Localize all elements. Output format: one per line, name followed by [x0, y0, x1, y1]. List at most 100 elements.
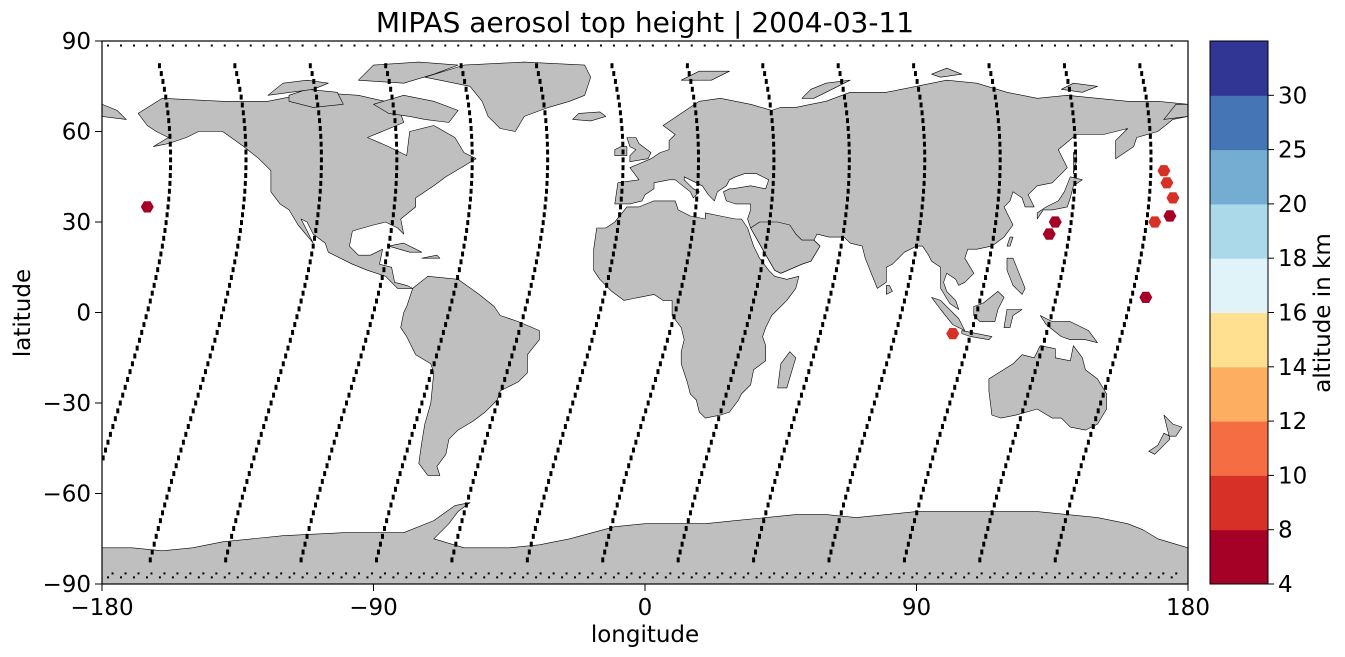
track-marker	[422, 392, 426, 398]
track-marker	[366, 44, 369, 47]
track-marker	[988, 518, 992, 524]
track-marker	[769, 204, 773, 210]
track-marker	[165, 494, 169, 500]
track-marker	[696, 165, 700, 171]
x-tick-label: 90	[902, 595, 931, 621]
track-marker	[978, 557, 982, 563]
track-marker	[829, 549, 833, 555]
track-marker	[372, 306, 376, 312]
track-marker	[604, 572, 607, 575]
track-marker	[1092, 44, 1095, 47]
track-marker	[846, 486, 850, 492]
track-marker	[772, 157, 776, 163]
track-marker	[275, 576, 278, 579]
track-marker	[166, 110, 170, 116]
track-marker	[761, 259, 765, 265]
track-marker	[665, 337, 669, 343]
track-marker	[526, 572, 529, 575]
track-marker	[244, 165, 248, 171]
track-marker	[234, 518, 238, 524]
track-marker	[651, 384, 655, 390]
track-marker	[1148, 133, 1152, 139]
track-marker	[707, 447, 711, 453]
track-marker	[963, 44, 966, 47]
track-marker	[812, 572, 815, 575]
y-tick-label: 0	[76, 301, 91, 327]
track-marker	[786, 572, 789, 575]
track-marker	[390, 94, 394, 100]
track-marker	[128, 369, 132, 375]
orbit-track	[676, 63, 776, 563]
track-marker	[996, 204, 1000, 210]
track-marker	[83, 518, 86, 523]
track-marker	[672, 314, 676, 320]
track-marker	[361, 345, 365, 351]
track-marker	[184, 44, 187, 47]
track-marker	[159, 71, 163, 77]
track-marker	[120, 44, 123, 47]
track-marker	[950, 392, 954, 398]
track-marker	[695, 188, 699, 194]
track-marker	[1110, 572, 1113, 575]
track-marker	[597, 314, 601, 320]
track-marker	[768, 102, 772, 108]
track-marker	[609, 525, 613, 531]
track-marker	[592, 329, 596, 335]
track-marker	[226, 549, 230, 555]
track-marker	[571, 400, 575, 406]
track-marker	[463, 235, 467, 241]
track-marker	[692, 94, 696, 100]
track-marker	[349, 384, 353, 390]
track-marker	[556, 447, 560, 453]
track-marker	[695, 125, 699, 131]
track-marker	[790, 424, 794, 430]
track-marker	[450, 298, 454, 304]
track-marker	[545, 125, 549, 131]
track-marker	[599, 576, 602, 579]
track-marker	[967, 337, 971, 343]
track-marker	[315, 220, 319, 226]
track-marker	[847, 173, 851, 179]
track-marker	[766, 86, 770, 92]
track-marker	[301, 549, 305, 555]
track-marker	[974, 314, 978, 320]
track-marker	[465, 227, 469, 233]
orbit-track	[299, 63, 399, 563]
track-marker	[470, 133, 474, 139]
track-marker	[859, 44, 862, 47]
track-marker	[370, 572, 373, 575]
track-marker	[1045, 329, 1049, 335]
track-marker	[521, 314, 525, 320]
track-marker	[651, 576, 654, 579]
colorbar: 4 8 10 12 14 16 18 20 25 30	[1209, 40, 1307, 598]
track-marker	[275, 44, 278, 47]
track-marker	[630, 572, 633, 575]
track-marker	[585, 353, 589, 359]
track-marker	[827, 557, 831, 563]
track-marker	[544, 118, 548, 124]
track-marker	[1053, 576, 1056, 579]
track-marker	[315, 94, 319, 100]
track-marker	[620, 125, 624, 131]
track-marker	[781, 44, 784, 47]
track-marker	[461, 572, 464, 575]
track-marker	[272, 392, 276, 398]
track-marker	[409, 572, 412, 575]
track-marker	[467, 212, 471, 218]
track-marker	[750, 306, 754, 312]
track-marker	[1063, 518, 1067, 524]
track-marker	[330, 447, 334, 453]
track-marker	[766, 227, 770, 233]
colorbar-segment	[1210, 41, 1268, 96]
track-marker	[439, 337, 443, 343]
land-greenland	[424, 61, 592, 132]
track-marker	[989, 71, 993, 77]
track-marker	[913, 71, 917, 77]
track-marker	[243, 486, 247, 492]
track-marker	[1032, 572, 1035, 575]
track-marker	[858, 447, 862, 453]
track-marker	[915, 510, 919, 516]
track-marker	[617, 494, 621, 500]
track-marker	[332, 572, 335, 575]
track-marker	[301, 44, 304, 47]
